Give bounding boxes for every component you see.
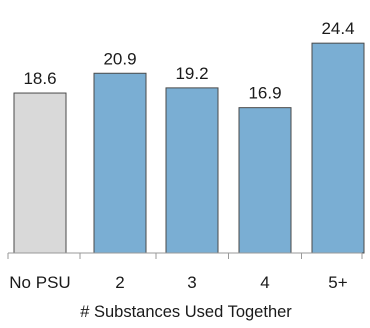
data-label-2: 20.9 [103,49,136,68]
x-tick-label-1: No PSU [9,273,70,292]
x-tick-label-5: 5+ [328,273,347,292]
data-label-4: 16.9 [248,84,281,103]
data-label-3: 19.2 [175,64,208,83]
x-axis-title: # Substances Used Together [80,303,292,321]
bar-2 [93,72,147,254]
value-labels-group: 18.6 20.9 19.2 16.9 24.4 [23,19,354,103]
x-tick-labels-group: No PSU 2 3 4 5+ [9,273,347,292]
data-label-5: 24.4 [321,19,354,38]
x-tick-label-2: 2 [115,273,124,292]
x-tick-label-3: 3 [187,273,196,292]
bar-4 [238,107,292,254]
bar-5 [311,42,365,254]
data-label-1: 18.6 [23,69,56,88]
x-tick-label-4: 4 [260,273,269,292]
bar-1 [13,92,67,254]
bar-3 [165,87,219,254]
bars-group [13,42,365,254]
x-ticks-group [7,253,363,259]
